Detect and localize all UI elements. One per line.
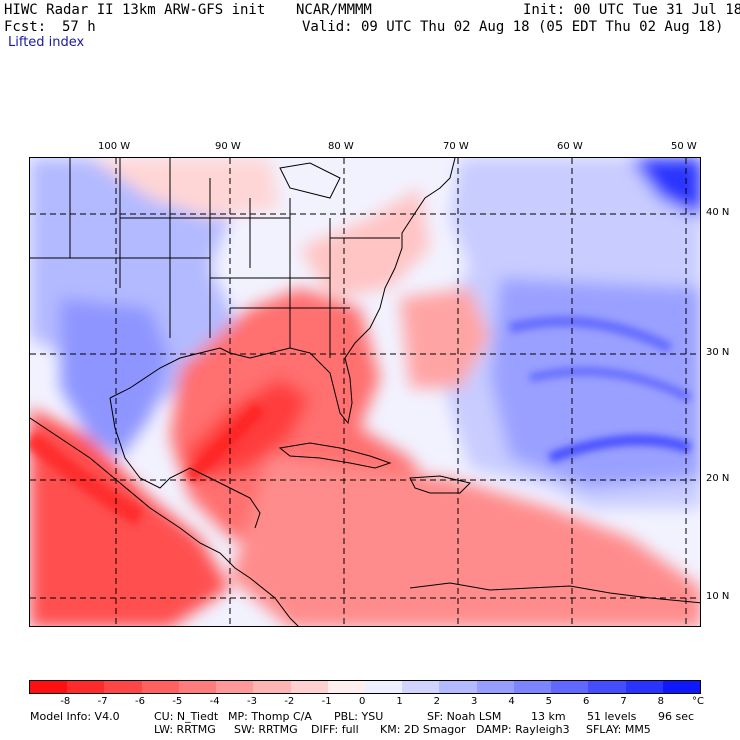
colorbar-tick-label: 1: [396, 696, 403, 707]
colorbar-tick-label: -4: [209, 696, 220, 707]
lon-label: 80 W: [328, 141, 354, 152]
colorbar-swatch: [216, 681, 254, 693]
init-time: Init: 00 UTC Tue 31 Jul 18: [523, 2, 740, 18]
colorbar-unit: °C: [692, 696, 704, 707]
stable-corner: [630, 158, 700, 218]
unstable-caribbean: [230, 458, 700, 626]
lat-label: 20 N: [706, 473, 730, 484]
hispaniola-outline: [409, 475, 471, 494]
lon-label: 70 W: [443, 141, 469, 152]
colorbar-tick-label: -8: [60, 696, 71, 707]
colorbar-swatch: [104, 681, 142, 693]
yucatan-coast: [109, 397, 261, 529]
timestep: 96 sec: [658, 710, 695, 723]
colorbar-swatch: [253, 681, 291, 693]
stable-band: [548, 435, 692, 463]
unstable-offshore: [400, 288, 490, 388]
diffusion: DIFF: full: [311, 723, 359, 736]
lat-label: 40 N: [706, 207, 730, 218]
colorbar-tick-label: 0: [359, 696, 366, 707]
colorbar-tick-label: -3: [247, 696, 257, 707]
cuba-outline: [278, 442, 392, 469]
stable-core-atlantic: [490, 278, 700, 488]
stable-band: [529, 367, 692, 402]
colorbar-swatch: [513, 681, 552, 693]
model-info: Model Info: V4.0: [30, 710, 120, 723]
model-title: HIWC Radar II 13km ARW-GFS init: [4, 2, 266, 18]
colorbar-swatch: [290, 681, 328, 693]
coastlines: [30, 158, 700, 626]
lat-label: 10 N: [706, 591, 730, 602]
field-name: Lifted index: [8, 35, 85, 50]
colorbar-tick-label: -6: [135, 696, 145, 707]
colorbar-swatch: [30, 681, 68, 693]
us-state-borders: [30, 158, 400, 358]
colorbar-tick-label: 6: [583, 696, 590, 707]
colorbar-tick-label: -1: [321, 696, 332, 707]
surface-layer: SFLAY: MM5: [586, 723, 651, 736]
colorbar-swatch: [178, 681, 217, 693]
surface-scheme: SF: Noah LSM: [427, 710, 502, 723]
colorbar-tick-label: 2: [433, 696, 441, 707]
shortwave-scheme: SW: RRTMG: [234, 723, 298, 736]
colorbar-swatch: [662, 681, 700, 693]
colorbar-tick-label: 3: [471, 696, 478, 707]
colorbar-tick-label: 5: [545, 696, 553, 707]
forecast-label: Fcst:: [4, 19, 47, 35]
km-option: KM: 2D Smagor: [380, 723, 466, 736]
colorbar-swatch: [439, 681, 477, 693]
unstable-band: [30, 431, 145, 526]
valid-time: Valid: 09 UTC Thu 02 Aug 18 (05 EDT Thu …: [302, 19, 724, 35]
colorbar-tick-label: 8: [657, 696, 665, 707]
venezuela-coast: [409, 582, 700, 604]
colorbar-swatch: [141, 681, 179, 693]
us-gulf-coast: [109, 158, 456, 425]
colorbar-swatch: [402, 681, 440, 693]
colorbar-tick-label: 7: [620, 696, 627, 707]
longwave-scheme: LW: RRTMG: [154, 723, 216, 736]
damping: DAMP: Rayleigh3: [476, 723, 570, 736]
stable-band: [508, 316, 673, 353]
resolution: 13 km: [531, 710, 566, 723]
colorbar-tick-label: -5: [172, 696, 183, 707]
vertical-levels: 51 levels: [587, 710, 637, 723]
unstable-band: [185, 403, 265, 483]
colorbar-swatch: [476, 681, 514, 693]
lon-label: 90 W: [215, 141, 241, 152]
great-lakes: [279, 162, 341, 199]
colorbar-swatch: [551, 681, 589, 693]
colorbar-swatch: [364, 681, 403, 693]
stable-region-mexico: [60, 298, 170, 458]
microphysics-scheme: MP: Thomp C/A: [228, 710, 312, 723]
colorbar: [29, 680, 701, 694]
cumulus-scheme: CU: N_Tiedt: [154, 710, 219, 723]
lat-label: 30 N: [706, 347, 730, 358]
lifted-index-map: [29, 157, 701, 627]
lon-label: 100 W: [98, 141, 131, 152]
lat-lon-grid: [30, 158, 700, 626]
colorbar-swatch: [588, 681, 626, 693]
unstable-east-us: [300, 188, 430, 298]
colorbar-swatch: [327, 681, 365, 693]
forecast-hour: 57 h: [62, 19, 96, 35]
lon-label: 50 W: [671, 141, 697, 152]
pbl-scheme: PBL: YSU: [334, 710, 384, 723]
lon-label: 60 W: [557, 141, 583, 152]
colorbar-tick-label: -7: [97, 696, 108, 707]
colorbar-swatch: [67, 681, 105, 693]
unstable-north: [90, 158, 280, 218]
colorbar-swatch: [625, 681, 663, 693]
colorbar-tick-label: 4: [508, 696, 515, 707]
colorbar-tick-label: -2: [284, 696, 295, 707]
org-label: NCAR/MMMM: [296, 2, 372, 18]
